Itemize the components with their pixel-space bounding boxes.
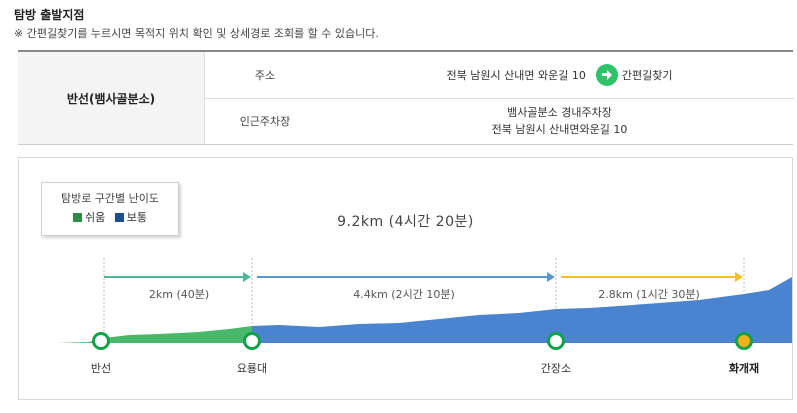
segment-arrow-2: [257, 272, 555, 282]
station-marker-start: [92, 332, 110, 350]
segment-label-2: 4.4km (2시간 10분): [353, 288, 455, 301]
elevation-profile-chart: 2km (40분) 4.4km (2시간 10분) 2.8km (1시간 30분…: [57, 258, 792, 350]
difficulty-legend: 탐방로 구간별 난이도 쉬움 보통: [41, 182, 179, 236]
address-value-cell: 전북 남원시 산내면 와운길 10 간편길찾기: [325, 52, 794, 98]
normal-section-area: [252, 277, 792, 343]
place-label-end: 화개재: [728, 362, 760, 375]
parking-value: 뱀사골분소 경내주차장 전북 남원시 산내면와운길 10: [325, 98, 794, 144]
notice-text: ※ 간편길찾기를 누르시면 목적지 위치 확인 및 상세경로 조회를 할 수 있…: [14, 27, 379, 40]
segment-arrow-1: [104, 272, 251, 282]
parking-address: 전북 남원시 산내면와운길 10: [491, 123, 628, 136]
start-info-table: 반선(뱀사골분소) 주소 전북 남원시 산내면 와운길 10 간편길찾기 인근주…: [18, 50, 794, 145]
station-marker-end: [735, 332, 753, 350]
normal-swatch-icon: [114, 213, 124, 222]
place-label-start: 반선: [90, 362, 112, 375]
address-row: 주소 전북 남원시 산내면 와운길 10 간편길찾기: [204, 52, 794, 99]
total-distance-time: 9.2km (4시간 20분): [337, 214, 474, 230]
segment-label-1: 2km (40분): [149, 288, 209, 301]
place-label: 간장소: [540, 362, 572, 375]
station-marker: [243, 332, 261, 350]
course-profile-panel: 2km (40분) 4.4km (2시간 10분) 2.8km (1시간 30분…: [18, 157, 793, 400]
legend-items: 쉬움 보통: [42, 209, 178, 225]
quick-route-button[interactable]: 간편길찾기: [595, 64, 673, 86]
legend-title: 탐방로 구간별 난이도: [60, 192, 160, 205]
address-value: 전북 남원시 산내면 와운길 10: [446, 69, 586, 82]
station-marker: [547, 332, 565, 350]
parking-name: 뱀사골분소 경내주차장: [507, 106, 612, 119]
section-title: 탐방 출발지점: [14, 8, 85, 22]
parking-label: 인근주차장: [239, 115, 291, 128]
easy-swatch-icon: [73, 213, 82, 222]
segment-arrow-3: [561, 272, 743, 282]
quick-route-label: 간편길찾기: [621, 69, 673, 82]
address-label: 주소: [254, 69, 276, 82]
segment-label-3: 2.8km (1시간 30분): [598, 288, 700, 301]
direction-arrow-icon: [595, 64, 618, 86]
place-label: 요룡대: [236, 362, 268, 375]
easy-section-area: [57, 326, 252, 343]
start-point-name: 반선(뱀사골분소): [18, 52, 204, 144]
parking-row: 인근주차장 뱀사골분소 경내주차장 전북 남원시 산내면와운길 10: [204, 98, 794, 144]
legend-normal: 보통: [114, 211, 147, 224]
legend-easy: 쉬움: [73, 211, 109, 224]
